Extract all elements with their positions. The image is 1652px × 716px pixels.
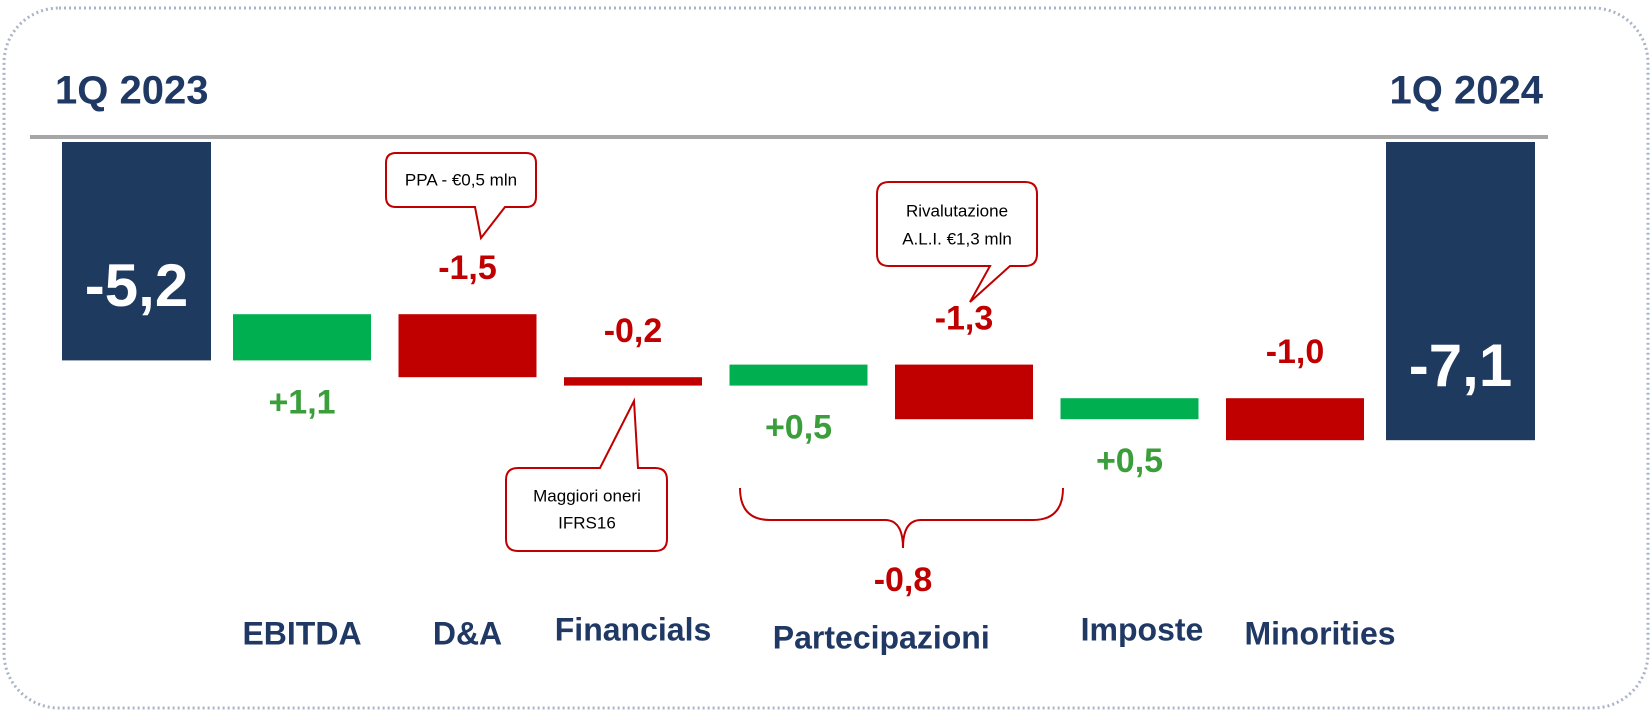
callout-text: A.L.I. €1,3 mln: [902, 229, 1012, 248]
value-label: +0,5: [765, 409, 832, 447]
callout-text: IFRS16: [558, 513, 616, 532]
frame: [2, 6, 1650, 710]
category-label: D&A: [433, 615, 502, 651]
value-label: -0,2: [604, 312, 663, 350]
bar: [398, 314, 537, 378]
value-label: -1,5: [438, 249, 497, 287]
value-label: -1,3: [935, 300, 994, 338]
category-label: Partecipazioni: [773, 619, 990, 655]
bar: [1060, 398, 1199, 420]
callout: Maggiori oneri IFRS16: [505, 397, 668, 552]
bar: [62, 142, 211, 361]
callout-text: PPA - €0,5 mln: [405, 170, 517, 189]
callout-box: [505, 397, 668, 552]
category-label: Minorities: [1244, 615, 1395, 651]
bar: [729, 364, 868, 386]
period-label: 1Q 2023: [55, 69, 208, 113]
callout-text: Rivalutazione: [906, 201, 1008, 220]
callout-box: [876, 181, 1038, 303]
bar: [1226, 398, 1364, 441]
bracket-label: -0,8: [874, 561, 933, 599]
period-label: 1Q 2024: [1390, 69, 1544, 113]
callout-box: [385, 152, 537, 241]
bar: [1386, 142, 1535, 441]
category-label: Financials: [555, 611, 712, 647]
value-label: -5,2: [85, 252, 188, 319]
bar: [564, 377, 702, 386]
bar: [233, 314, 371, 361]
callout: Rivalutazione A.L.I. €1,3 mln: [876, 181, 1038, 303]
category-label: Imposte: [1081, 611, 1204, 647]
value-label: -1,0: [1266, 333, 1325, 371]
bar: [895, 364, 1033, 420]
callout-text: Maggiori oneri: [533, 486, 641, 505]
value-label: -7,1: [1409, 332, 1512, 399]
bracket: [739, 487, 1064, 549]
category-label: EBITDA: [242, 615, 361, 651]
value-label: +1,1: [268, 383, 335, 421]
callout: PPA - €0,5 mln: [385, 152, 537, 241]
value-label: +0,5: [1096, 442, 1163, 480]
